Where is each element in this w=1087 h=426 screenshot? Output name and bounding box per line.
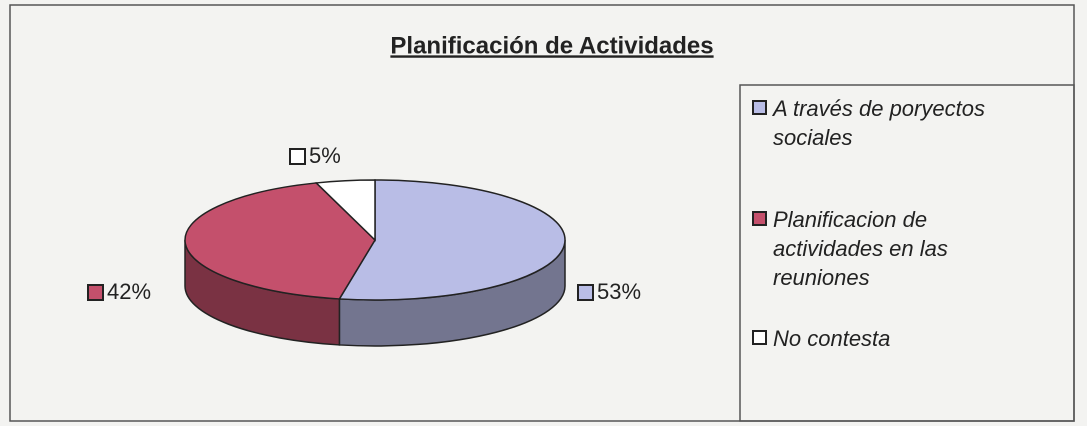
legend-item: No contesta (752, 324, 1052, 353)
data-label: 53% (597, 279, 641, 304)
pie-slice (184, 182, 376, 300)
legend-label: No contesta (773, 326, 891, 351)
pie-slice (314, 179, 376, 242)
legend-item: Planificacion de actividades en las reun… (752, 205, 1052, 292)
label-swatch (289, 148, 306, 165)
label-swatch (577, 284, 594, 301)
pie-slice (338, 179, 566, 301)
legend-swatch (752, 100, 767, 115)
data-label: 5% (309, 143, 341, 168)
legend-label: Planificacion de actividades en las reun… (773, 207, 948, 290)
legend-swatch (752, 211, 767, 226)
legend-item: A través de poryectos sociales (752, 94, 1052, 152)
legend-border (739, 84, 1075, 422)
legend-swatch (752, 330, 767, 345)
chart-title: Planificación de Actividades (390, 32, 713, 59)
legend-label: A través de poryectos sociales (773, 96, 985, 150)
data-label: 42% (107, 279, 151, 304)
label-swatch (87, 284, 104, 301)
